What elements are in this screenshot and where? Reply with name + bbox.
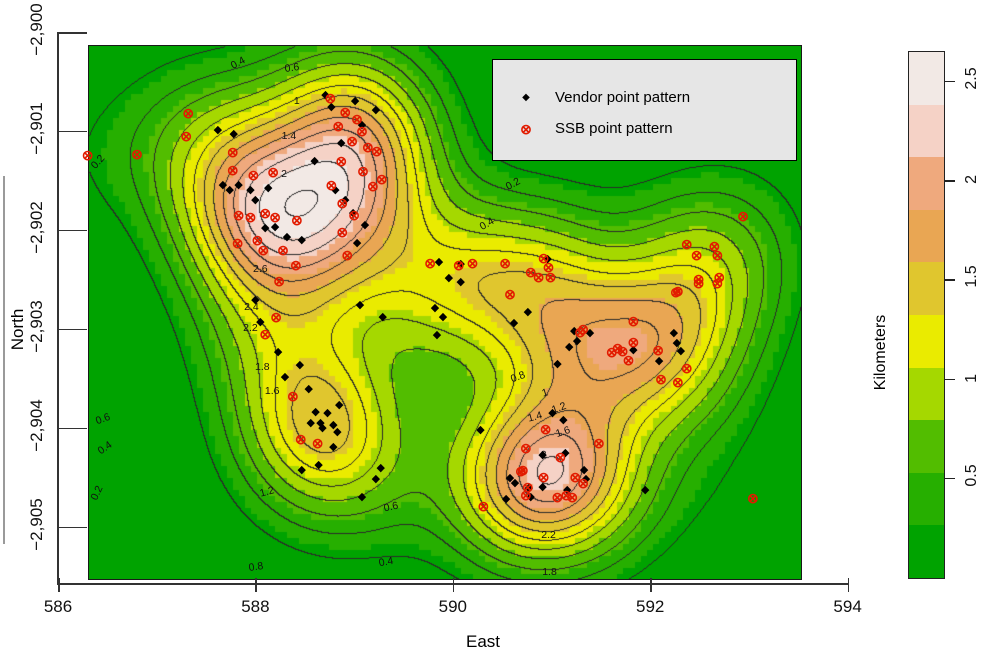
x-tick-label: 586: [43, 597, 73, 616]
colorbar-tick: [945, 279, 955, 281]
colorbar-band: [909, 367, 944, 421]
colorbar: [908, 51, 945, 579]
x-tick-label: 590: [438, 597, 467, 616]
colorbar-tick-label: 0.5: [963, 464, 980, 487]
colorbar-band: [909, 261, 944, 315]
colorbar-tick-label: 1.5: [963, 265, 980, 288]
legend-item-ssb: ⊗ SSB point pattern: [493, 118, 796, 140]
colorbar-band: [909, 419, 944, 473]
y-axis-line: [57, 32, 59, 583]
y-tick: [57, 328, 87, 331]
colorbar-band: [909, 104, 944, 158]
colorbar-band: [909, 314, 944, 368]
y-tick: [57, 32, 87, 34]
left-edge-artifact-line: [3, 176, 5, 544]
colorbar-band: [909, 209, 944, 263]
x-tick: [452, 578, 455, 592]
legend-label-ssb: SSB point pattern: [555, 120, 673, 137]
colorbar-band: [909, 524, 944, 578]
colorbar-band: [909, 51, 944, 105]
legend-label-vendor: Vendor point pattern: [555, 89, 691, 106]
colorbar-tick-label: 2.5: [963, 67, 980, 90]
colorbar-tick-label: 2: [963, 175, 980, 185]
x-tick-label: 592: [636, 597, 665, 616]
colorbar-tick: [945, 378, 955, 380]
colorbar-band: [909, 156, 944, 210]
x-axis-title: East: [465, 632, 501, 651]
colorbar-tick: [945, 180, 955, 182]
x-tick: [58, 578, 60, 592]
y-tick: [57, 427, 87, 430]
x-tick: [650, 578, 652, 592]
red-circle-x-icon: ⊗: [520, 121, 532, 137]
legend-box: ◆ Vendor point pattern ⊗ SSB point patte…: [492, 59, 797, 161]
y-tick: [57, 229, 87, 232]
y-tick: [57, 526, 87, 528]
colorbar-title: Kilometers: [872, 314, 889, 391]
x-tick-label: 588: [241, 597, 270, 616]
y-tick: [57, 130, 87, 133]
x-tick: [255, 578, 257, 592]
colorbar-tick-label: 1: [963, 373, 980, 383]
black-diamond-icon: ◆: [522, 92, 530, 103]
colorbar-band: [909, 472, 944, 526]
colorbar-tick: [945, 80, 955, 83]
legend-item-vendor: ◆ Vendor point pattern: [493, 87, 796, 109]
colorbar-tick: [945, 477, 955, 480]
x-tick: [847, 578, 850, 592]
x-tick-label: 594: [833, 597, 862, 616]
